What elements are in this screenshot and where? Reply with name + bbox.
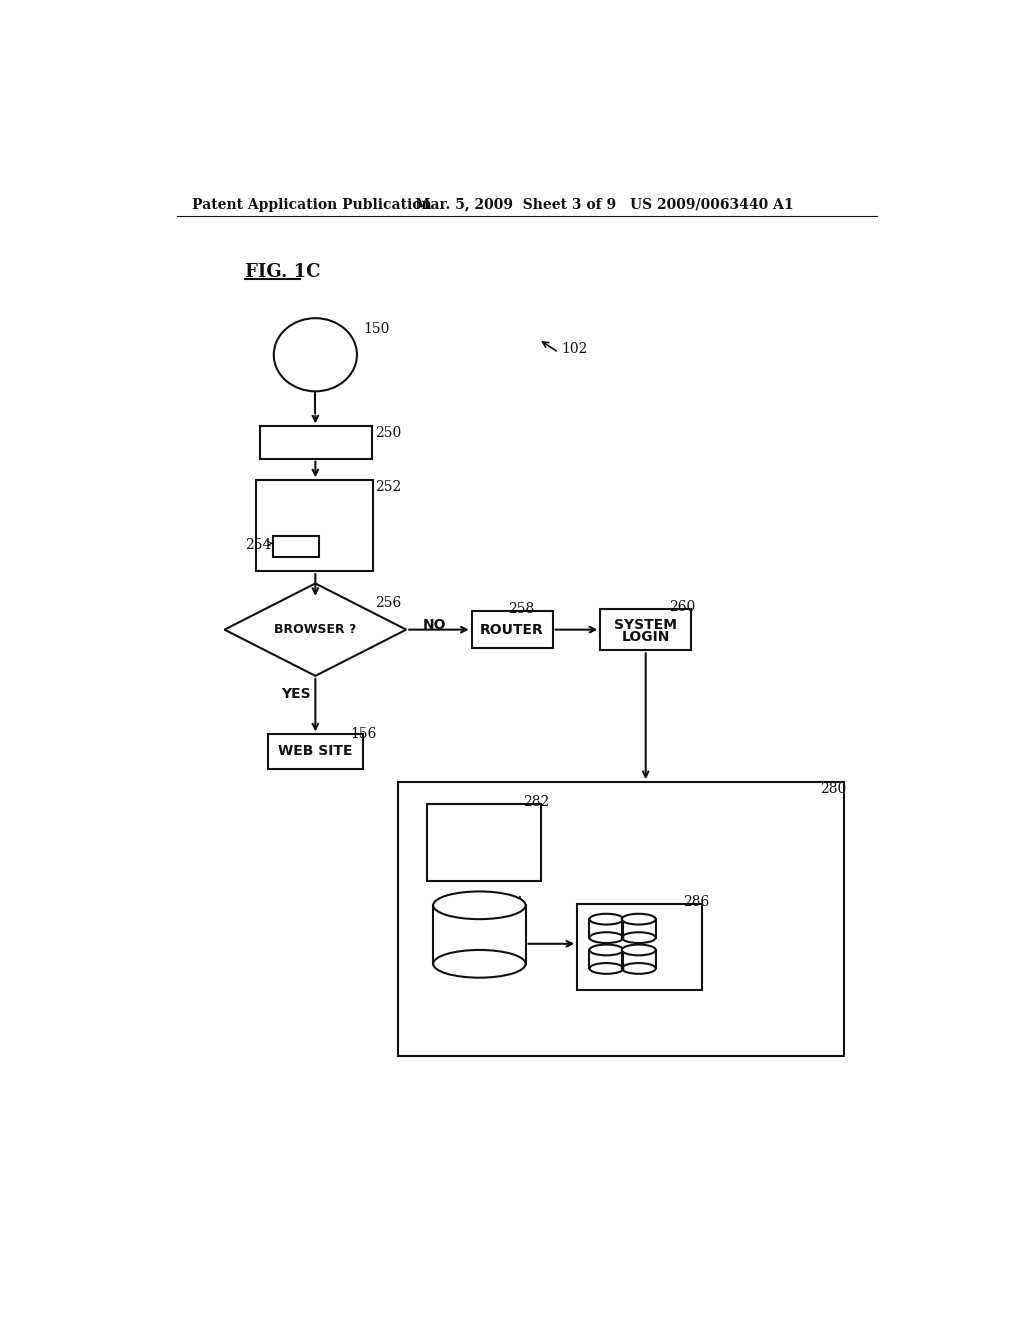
Bar	[267, 734, 364, 770]
Bar	[600, 609, 691, 651]
Ellipse shape	[590, 945, 624, 956]
Ellipse shape	[433, 891, 525, 919]
Text: Mar. 5, 2009  Sheet 3 of 9: Mar. 5, 2009 Sheet 3 of 9	[416, 198, 616, 211]
Text: 258: 258	[508, 602, 535, 616]
Text: 250: 250	[375, 426, 401, 441]
Text: 282: 282	[523, 795, 550, 809]
Text: 156: 156	[350, 726, 377, 741]
Bar	[472, 611, 553, 648]
Text: 280: 280	[819, 781, 846, 796]
Text: 284: 284	[497, 896, 523, 909]
Text: BROWSER ?: BROWSER ?	[274, 623, 356, 636]
Text: 102: 102	[562, 342, 588, 356]
Text: 256: 256	[375, 595, 401, 610]
Text: SYSTEM: SYSTEM	[614, 618, 677, 632]
Text: WEB SITE: WEB SITE	[279, 744, 352, 758]
Text: 260: 260	[670, 601, 696, 614]
Text: NO: NO	[423, 618, 446, 632]
Text: 150: 150	[364, 322, 389, 337]
Bar	[397, 781, 845, 1056]
Text: Patent Application Publication: Patent Application Publication	[193, 198, 432, 211]
Bar	[273, 536, 319, 557]
Text: 252: 252	[376, 480, 401, 494]
Bar	[260, 426, 372, 459]
Ellipse shape	[590, 913, 624, 924]
Text: 286: 286	[683, 895, 710, 909]
Ellipse shape	[622, 913, 655, 924]
Bar	[578, 904, 701, 990]
Text: LOGIN: LOGIN	[622, 631, 670, 644]
Text: 254: 254	[245, 539, 271, 552]
Text: FIG. 1C: FIG. 1C	[245, 264, 321, 281]
Text: ROUTER: ROUTER	[480, 623, 544, 636]
Ellipse shape	[622, 945, 655, 956]
Text: YES: YES	[282, 686, 311, 701]
Text: US 2009/0063440 A1: US 2009/0063440 A1	[630, 198, 794, 211]
Bar	[256, 480, 373, 572]
Bar	[427, 804, 541, 880]
